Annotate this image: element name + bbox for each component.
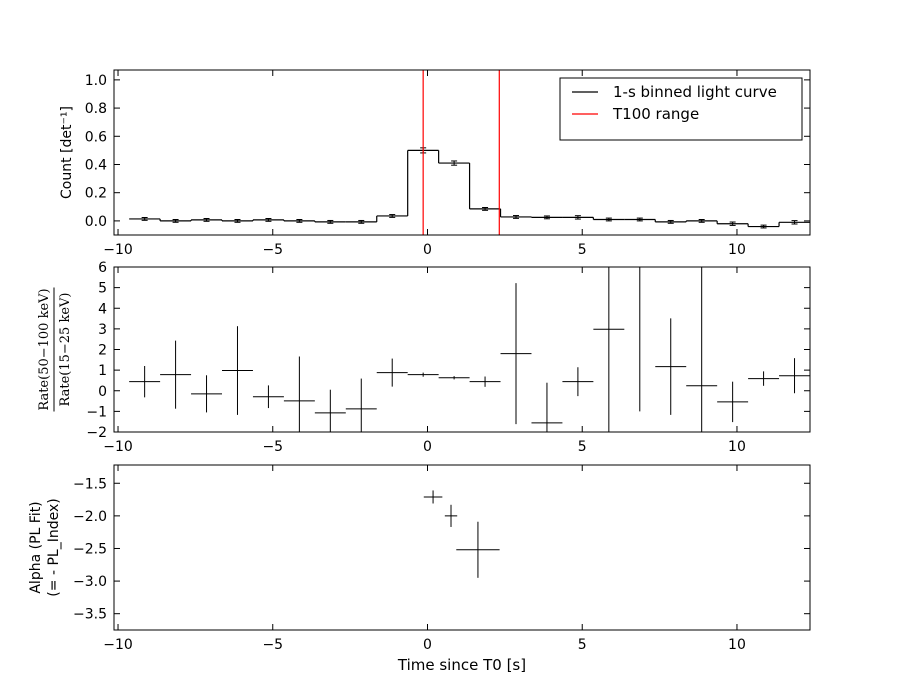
y-label-numerator: Rate(50−100 keV) [37,288,52,410]
x-tick-label: 10 [728,439,746,455]
y-tick-label: 3 [98,322,107,338]
x-tick-label: 0 [423,242,432,258]
y-tick-label: −1 [86,404,107,420]
x-axis-label: Time since T0 [s] [397,656,526,674]
y-tick-label: −2.5 [73,541,107,557]
y-tick-label: 1.0 [85,73,107,89]
x-tick-label: −5 [262,439,283,455]
y-tick-label: 0 [98,384,107,400]
x-tick-label: −5 [262,242,283,258]
y-axis-label: (= - PL_Index) [46,498,62,596]
legend: 1-s binned light curve T100 range [559,77,803,141]
y-axis-label: Alpha (PL Fit) [28,501,44,593]
plot-frame [113,69,811,236]
x-tick-label: 0 [423,637,432,653]
x-tick-label: −10 [103,637,133,653]
x-tick-label: 5 [578,439,587,455]
y-tick-label: 2 [98,343,107,359]
y-tick-label: 0.2 [85,186,107,202]
y-tick-label: −3.5 [73,607,107,623]
panel: −10 −5 0 5 10 −3.5 −3.0 −2.5 −2.0 −1.5 Alpha (PL F… [28,464,811,674]
y-tick-label: −2.0 [73,509,107,525]
x-tick-label: 10 [728,242,746,258]
x-tick-label: 10 [728,637,746,653]
y-tick-label: 5 [98,281,107,297]
plot-frame [113,266,811,433]
y-axis-label: Rate(50−100 keV) Rate(15−25 keV) [37,287,73,412]
panel: −10 −5 0 5 10 0.0 0.2 0.4 0.6 0.8 1.0 Count [det⁻¹]… [59,69,811,258]
y-tick-label: 0.0 [85,214,107,230]
legend-label: T100 range [612,105,699,123]
plot-area [129,267,810,432]
legend-label: 1-s binned light curve [613,83,777,101]
y-tick-label: 0.8 [85,101,107,117]
y-tick-label: 1 [98,363,107,379]
y-tick-label: −3.0 [73,574,107,590]
x-tick-label: −10 [103,242,133,258]
y-tick-label: −1.5 [73,476,107,492]
y-tick-label: 0.6 [85,129,107,145]
y-label-denominator: Rate(15−25 keV) [58,293,73,407]
x-tick-label: −10 [103,439,133,455]
plot-frame [113,464,811,631]
y-tick-label: 6 [98,260,107,276]
legend-frame [559,77,803,141]
x-tick-label: 5 [578,242,587,258]
y-tick-label: 4 [98,301,107,317]
x-tick-label: 0 [423,439,432,455]
y-tick-label: −2 [86,425,107,441]
plot-area [129,70,810,235]
y-axis-label: Count [det⁻¹] [59,106,75,199]
plot-area [423,490,500,578]
y-tick-label: 0.4 [85,157,107,173]
x-tick-label: 5 [578,637,587,653]
x-tick-label: −5 [262,637,283,653]
